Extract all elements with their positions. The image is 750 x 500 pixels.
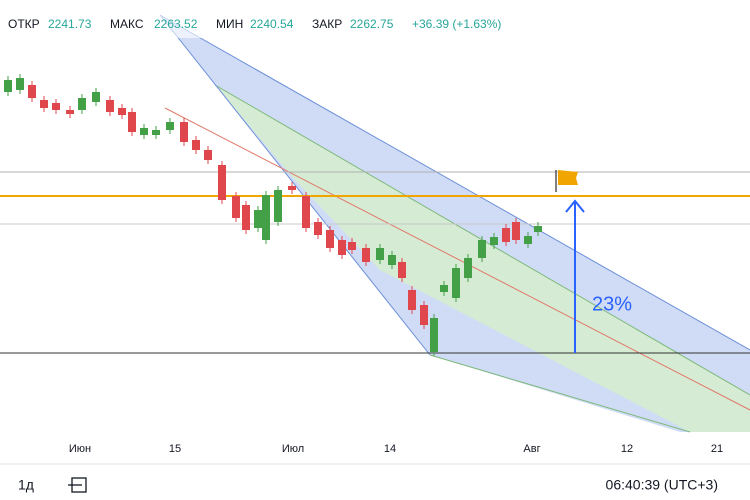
- candle-body: [66, 110, 74, 114]
- candle-body: [502, 228, 510, 242]
- candle-body: [464, 258, 472, 278]
- candle-body: [152, 130, 160, 135]
- candle-body: [78, 98, 86, 110]
- candles: [4, 74, 542, 356]
- value: 2241.73: [48, 17, 92, 31]
- candle-body: [314, 222, 322, 235]
- x-label: 12: [621, 443, 633, 455]
- candle-body: [40, 100, 48, 108]
- label: ЗАКР: [312, 17, 342, 31]
- candle-body: [420, 305, 428, 325]
- candle-body: [430, 318, 438, 352]
- axis-bg: [0, 436, 750, 462]
- candle-body: [302, 196, 310, 228]
- candle-body: [166, 122, 174, 130]
- candle-body: [388, 255, 396, 265]
- value: 2263.52: [154, 17, 198, 31]
- candle-body: [408, 290, 416, 310]
- candle-body: [204, 150, 212, 160]
- candle-body: [274, 190, 282, 222]
- channel-line: [159, 14, 750, 351]
- label: МАКС: [110, 17, 144, 31]
- median-line: [164, 107, 750, 411]
- candle-body: [180, 122, 188, 142]
- value: +36.39 (+1.63%): [412, 17, 501, 31]
- candle-body: [52, 103, 60, 110]
- candle-body: [242, 205, 250, 230]
- candle-body: [326, 230, 334, 248]
- clock: 06:40:39 (UTC+3): [606, 477, 718, 493]
- candle-body: [262, 195, 270, 240]
- candle-body: [440, 285, 448, 292]
- candle-body: [534, 226, 542, 232]
- candle-body: [254, 210, 262, 228]
- candle-body: [512, 222, 520, 240]
- flag: [558, 170, 578, 185]
- interval-button[interactable]: 1д: [18, 477, 34, 493]
- candle-body: [106, 100, 114, 112]
- candle-body: [398, 262, 406, 278]
- label: ОТКР: [8, 17, 40, 31]
- channel-line: [159, 14, 431, 356]
- candle-body: [232, 196, 240, 218]
- channel-line: [429, 354, 691, 433]
- x-label: Июн: [69, 443, 91, 455]
- x-label: 14: [384, 443, 396, 455]
- candle-body: [362, 248, 370, 262]
- candle-body: [4, 80, 12, 92]
- candle-body: [490, 237, 498, 245]
- candle-body: [376, 248, 384, 260]
- x-label: Авг: [523, 443, 540, 455]
- x-label: 15: [169, 443, 181, 455]
- candle-body: [218, 165, 226, 200]
- x-label: Июл: [282, 443, 304, 455]
- candle-body: [288, 186, 296, 190]
- value: 2262.75: [350, 17, 394, 31]
- candle-body: [338, 240, 346, 255]
- candle-body: [128, 112, 136, 132]
- label: МИН: [216, 17, 243, 31]
- compare-button[interactable]: [68, 477, 87, 493]
- candle-body: [92, 92, 100, 102]
- candle-body: [118, 108, 126, 115]
- candle-body: [478, 240, 486, 258]
- arrow-head: [565, 199, 585, 213]
- candle-body: [28, 85, 36, 98]
- candle-body: [192, 140, 200, 150]
- candle-body: [452, 268, 460, 298]
- header-bg: [0, 10, 530, 38]
- x-label: 21: [711, 443, 723, 455]
- candle-body: [140, 128, 148, 135]
- annotation: 23%: [592, 293, 632, 315]
- candle-body: [524, 236, 532, 244]
- candle-body: [348, 242, 356, 250]
- candle-body: [16, 78, 24, 90]
- value: 2240.54: [250, 17, 294, 31]
